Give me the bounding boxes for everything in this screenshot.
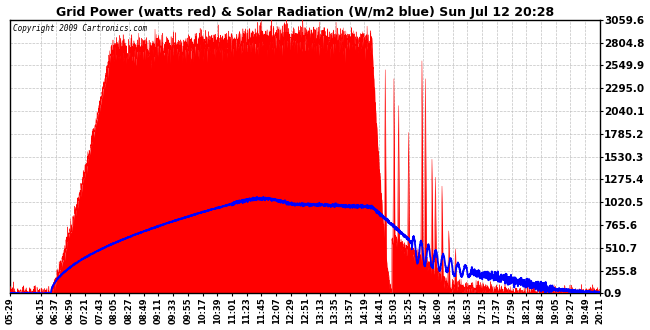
Text: Copyright 2009 Cartronics.com: Copyright 2009 Cartronics.com: [13, 24, 147, 33]
Title: Grid Power (watts red) & Solar Radiation (W/m2 blue) Sun Jul 12 20:28: Grid Power (watts red) & Solar Radiation…: [56, 6, 554, 18]
